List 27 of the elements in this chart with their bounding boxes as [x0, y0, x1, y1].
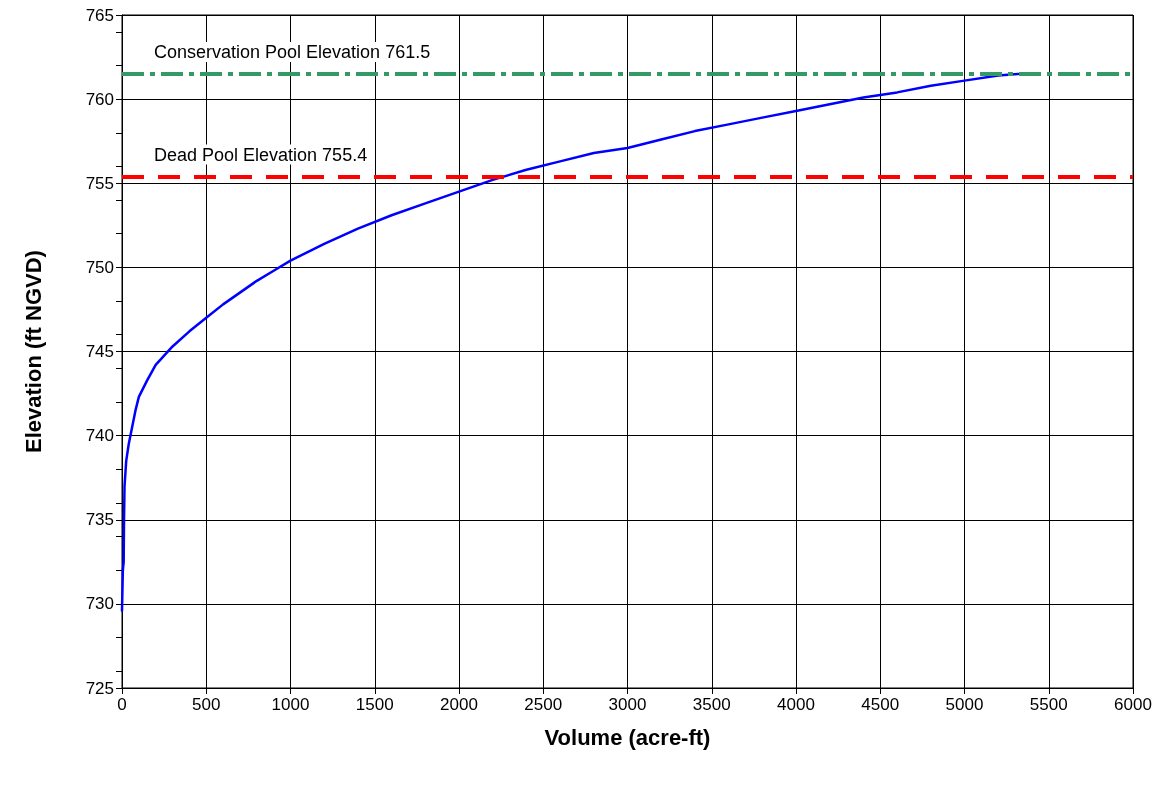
y-tick-label: 730 — [85, 594, 114, 614]
x-axis-title: Volume (acre-ft) — [544, 724, 711, 750]
y-tick-label: 735 — [85, 510, 114, 530]
line-series — [120, 72, 1020, 612]
x-tick-label: 4000 — [777, 695, 815, 714]
y-tick-label: 725 — [85, 678, 114, 698]
y-axis-title: Elevation (ft NGVD) — [20, 250, 46, 453]
x-tick-label: 3000 — [608, 695, 647, 714]
x-tick-label: 2000 — [440, 695, 478, 714]
x-tick-label: 500 — [192, 695, 221, 714]
y-tick-label: 740 — [85, 426, 114, 446]
x-tick-label: 0 — [117, 695, 127, 714]
y-tick-label: 750 — [85, 257, 114, 277]
x-tick-label: 5000 — [945, 695, 984, 714]
ref-line-label: Dead Pool Elevation 755.4 — [154, 144, 368, 165]
y-tick-label: 755 — [85, 173, 114, 193]
y-tick-label: 745 — [85, 342, 114, 361]
ref-line-label: Conservation Pool Elevation 761.5 — [154, 41, 431, 62]
y-tick-label: 765 — [85, 5, 114, 25]
x-tick-label: 1000 — [271, 695, 310, 714]
x-tick-label: 2500 — [524, 695, 563, 714]
x-tick-label: 5500 — [1029, 695, 1068, 714]
x-tick-label: 6000 — [1114, 695, 1152, 714]
y-tick-label: 760 — [85, 89, 114, 109]
x-tick-label: 1500 — [355, 695, 394, 714]
x-tick-label: 4500 — [861, 695, 900, 714]
x-tick-label: 3500 — [692, 695, 731, 714]
